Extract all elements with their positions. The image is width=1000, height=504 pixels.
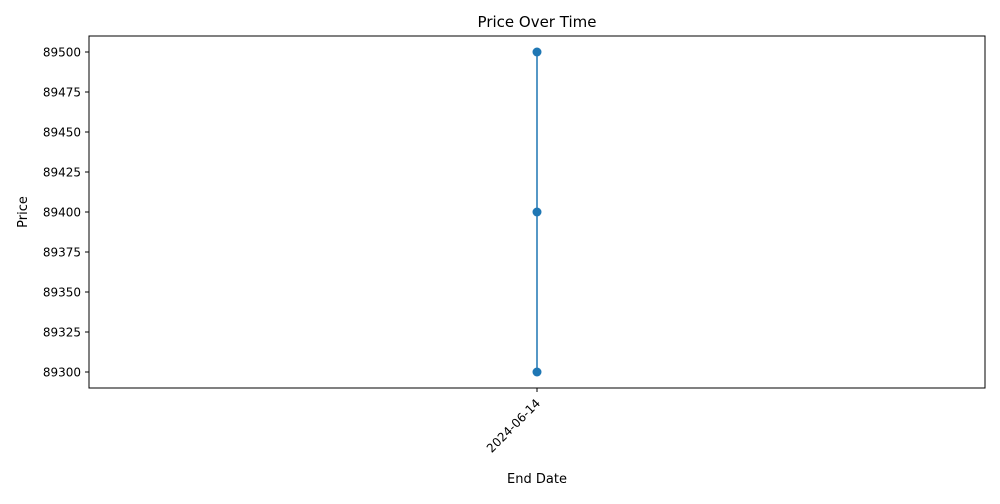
data-point (532, 367, 542, 377)
y-tick-label: 89475 (43, 86, 81, 100)
x-axis-ticks: 2024-06-14 (484, 388, 543, 455)
data-point (532, 207, 542, 217)
chart-title: Price Over Time (478, 13, 597, 31)
y-tick-label: 89425 (43, 166, 81, 180)
y-tick-label: 89400 (43, 206, 81, 220)
y-tick-label: 89325 (43, 326, 81, 340)
y-tick-label: 89300 (43, 366, 81, 380)
y-axis-ticks: 89300 89325 89350 89375 89400 89425 89450 89475… (43, 46, 89, 380)
data-point (532, 47, 542, 57)
x-tick-label: 2024-06-14 (484, 396, 543, 455)
series-layer (532, 47, 542, 377)
y-tick-label: 89375 (43, 246, 81, 260)
y-tick-label: 89450 (43, 126, 81, 140)
x-axis-label: End Date (507, 472, 567, 487)
plot-area-frame (88, 35, 986, 389)
y-tick-label: 89500 (43, 46, 81, 60)
y-tick-label: 89350 (43, 286, 81, 300)
y-axis-label: Price (16, 196, 31, 228)
